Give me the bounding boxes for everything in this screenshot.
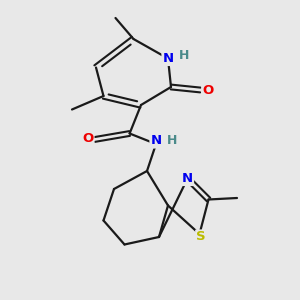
Text: O: O bbox=[82, 131, 94, 145]
Text: N: N bbox=[182, 172, 193, 185]
Text: N: N bbox=[150, 134, 162, 148]
Text: H: H bbox=[167, 134, 177, 147]
Text: O: O bbox=[202, 83, 214, 97]
Text: S: S bbox=[196, 230, 206, 244]
Text: H: H bbox=[179, 49, 190, 62]
Text: N: N bbox=[162, 52, 174, 65]
